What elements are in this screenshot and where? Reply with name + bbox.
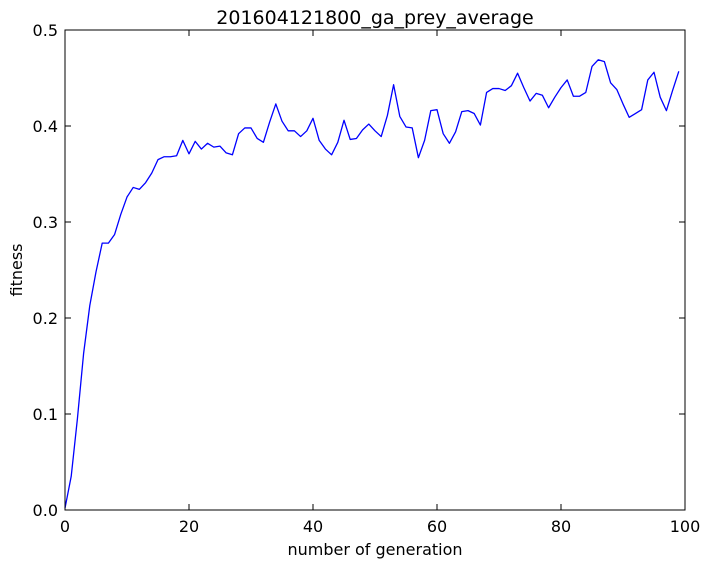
x-tick-label: 80: [551, 517, 571, 536]
x-tick-label: 40: [303, 517, 323, 536]
y-tick-label: 0.4: [33, 117, 58, 136]
axis-ticks: [64, 29, 686, 511]
y-tick-label: 0.3: [33, 213, 58, 232]
y-tick-label: 0.1: [33, 405, 58, 424]
y-axis-label: fitness: [7, 243, 26, 296]
plot-frame: [64, 29, 686, 511]
y-tick-label: 0.0: [33, 501, 58, 520]
x-tick-label: 100: [670, 517, 701, 536]
x-axis-label: number of generation: [287, 540, 462, 559]
x-tick-label: 0: [60, 517, 70, 536]
x-tick-label: 60: [427, 517, 447, 536]
x-tick-label: 20: [179, 517, 199, 536]
y-tick-label: 0.2: [33, 309, 58, 328]
plot-area: [64, 29, 686, 511]
y-tick-label: 0.5: [33, 21, 58, 40]
chart-title: 201604121800_ga_prey_average: [216, 7, 533, 29]
tick-labels: 0 20 40 60 80 100 0.0 0.1 0.2 0.3 0.4 0.5: [33, 21, 701, 536]
series-line: [64, 59, 680, 509]
